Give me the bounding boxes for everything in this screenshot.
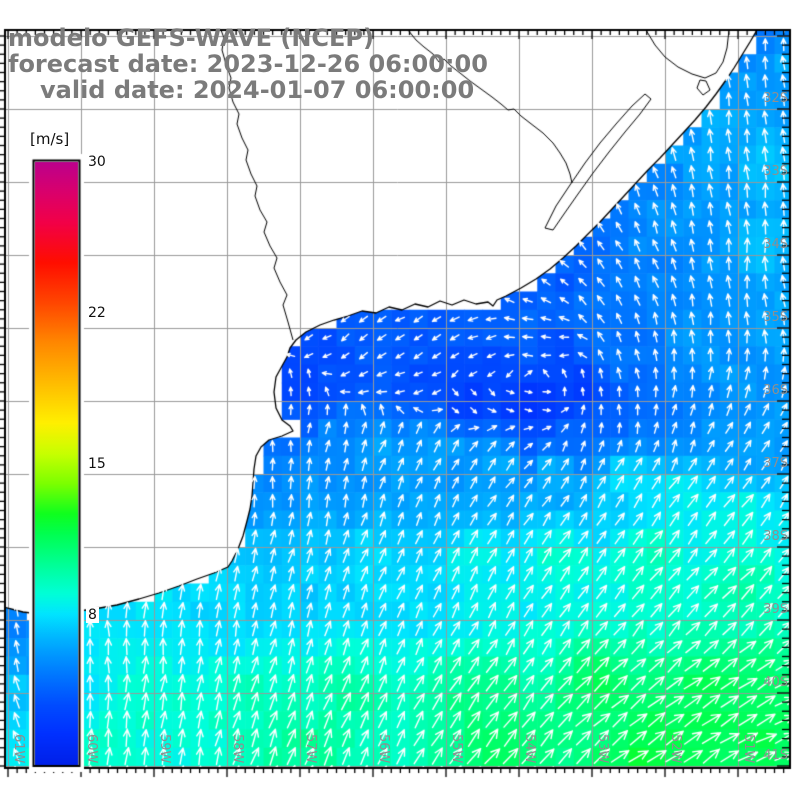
longitude-label: 59W bbox=[157, 734, 172, 764]
forecast-date-label: forecast date: 2023-12-26 06:00:00 bbox=[8, 50, 488, 78]
colorbar-tick-label: 22 bbox=[86, 305, 108, 322]
longitude-label: 55W bbox=[449, 734, 464, 764]
longitude-label: 57W bbox=[303, 734, 318, 764]
longitude-label: 58W bbox=[230, 734, 245, 764]
longitude-label: 52W bbox=[668, 734, 683, 764]
longitude-label: 56W bbox=[376, 734, 391, 764]
latitude-label: 38S bbox=[763, 529, 788, 544]
colorbar-tick-label: 8 bbox=[86, 607, 99, 624]
latitude-label: 36S bbox=[763, 383, 788, 398]
model-title: modelo GEFS-WAVE (NCEP) bbox=[8, 24, 374, 52]
latitude-label: 40S bbox=[763, 675, 788, 690]
latitude-label: 32S bbox=[763, 91, 788, 106]
latitude-label: 33S bbox=[763, 164, 788, 179]
colorbar-tick-label: 30 bbox=[86, 154, 108, 170]
longitude-label: 51W bbox=[741, 734, 756, 764]
latitude-label: 41S bbox=[763, 748, 788, 763]
valid-date-label: valid date: 2024-01-07 06:00:00 bbox=[40, 76, 475, 104]
latitude-label: 39S bbox=[763, 602, 788, 617]
longitude-label: 60W bbox=[84, 734, 99, 764]
latitude-label: 37S bbox=[763, 456, 788, 471]
colorbar-unit-label: [m/s] bbox=[27, 131, 73, 148]
longitude-label: 61W bbox=[11, 734, 26, 764]
longitude-label: 53W bbox=[595, 734, 610, 764]
latitude-label: 35S bbox=[763, 310, 788, 325]
latitude-label: 34S bbox=[763, 237, 788, 252]
longitude-label: 54W bbox=[522, 734, 537, 764]
colorbar-tick-label: 15 bbox=[86, 456, 108, 473]
